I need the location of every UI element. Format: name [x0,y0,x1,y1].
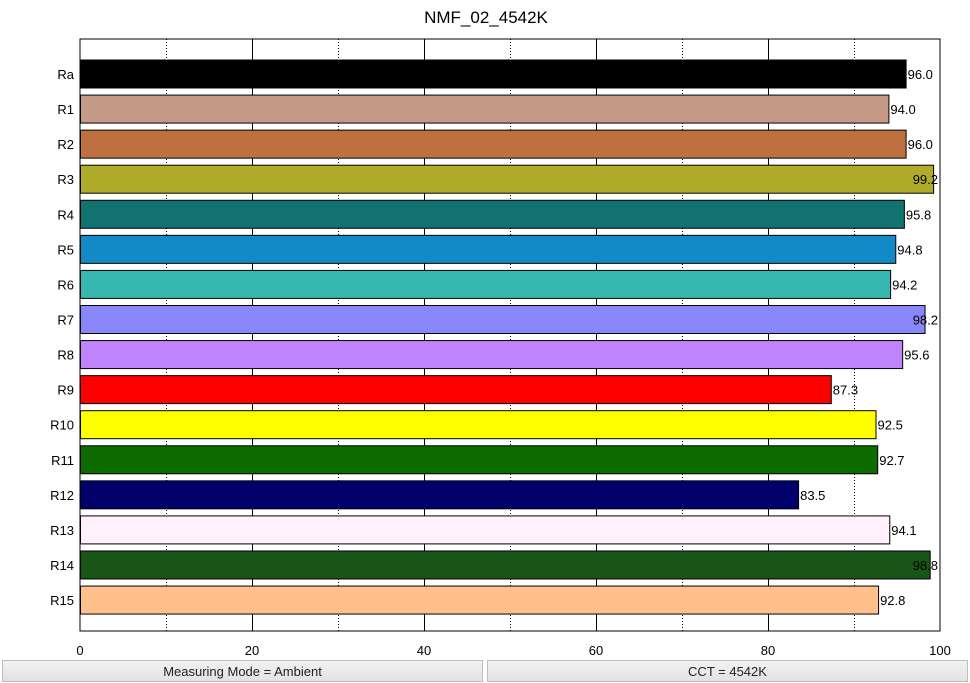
cct-status: CCT = 4542K [487,660,968,682]
bar-r8 [80,340,904,370]
data-label: 92.5 [878,418,903,433]
bar-r9 [80,375,832,405]
bar-r2 [80,129,907,159]
data-label: 92.7 [879,453,904,468]
y-tick-label: R3 [57,172,74,187]
data-label: 94.2 [892,277,917,292]
data-label: 94.1 [891,523,916,538]
data-label: 96.0 [908,137,933,152]
bar-r3 [80,164,935,194]
chart-title: NMF_02_4542K [424,8,548,27]
y-tick-label: R6 [57,277,74,292]
data-label: 83.5 [800,488,825,503]
y-tick-label: R7 [57,312,74,327]
data-label: 94.0 [890,102,915,117]
x-tick-label: 60 [589,643,603,658]
y-tick-label: R11 [51,453,74,468]
y-tick-labels: Ra R1 R2 R3 R4 R5 R6 R7 R8 R9 R10 R11 R12 R13 R14 R15 [50,67,75,608]
bar-r10 [80,410,877,440]
bars [80,59,935,615]
bar-r1 [80,94,890,124]
y-tick-label: R2 [57,137,74,152]
x-tick-label: 100 [929,643,951,658]
chart: NMF_02_4542K RaR1R2R3R4R5R6R7R8R9R10R11R… [50,8,951,658]
bar-r12 [80,480,800,510]
y-tick-label: R8 [57,348,74,363]
bar-r13 [80,515,891,545]
x-tick-label: 20 [245,643,259,658]
bar-r11 [80,445,879,475]
bar-r15 [80,585,880,615]
data-label: 94.8 [897,242,922,257]
status-bar: Measuring Mode = Ambient CCT = 4542K [0,659,970,683]
y-tick-label: R15 [50,593,74,608]
y-tick-label: Ra [57,67,74,82]
data-label: 87.3 [833,383,858,398]
measuring-mode-status: Measuring Mode = Ambient [2,660,483,682]
y-tick-label: R9 [57,383,74,398]
bar-r6 [80,269,892,299]
y-tick-label: R14 [50,558,74,573]
data-labels: 96.0 94.0 96.0 99.2 95.8 94.8 94.2 98.2 95.6 87.3… [800,67,938,608]
data-label: 95.8 [906,207,931,222]
plot-frame [79,38,941,632]
data-label: 98.8 [913,558,938,573]
x-tick-label: 0 [76,643,83,658]
y-tick-label: R12 [50,488,74,503]
y-tick-label: R5 [57,242,74,257]
x-tick-label: 80 [761,643,775,658]
data-label: 99.2 [913,172,938,187]
y-tick-label: R13 [50,523,74,538]
bar-r14 [80,550,931,580]
bar-r7 [80,304,926,334]
bar-r4 [80,199,905,229]
x-tick-label: 40 [417,643,431,658]
data-label: 98.2 [913,312,938,327]
data-label: 95.6 [904,348,929,363]
data-label: 96.0 [908,67,933,82]
y-tick-label: R1 [57,102,74,117]
x-tick-labels: 0 20 40 60 80 100 [76,643,950,658]
bar-ra [80,59,907,89]
y-tick-label: R4 [57,207,74,222]
bar-r5 [80,234,897,264]
data-label: 92.8 [880,593,905,608]
y-tick-label: R10 [50,418,74,433]
